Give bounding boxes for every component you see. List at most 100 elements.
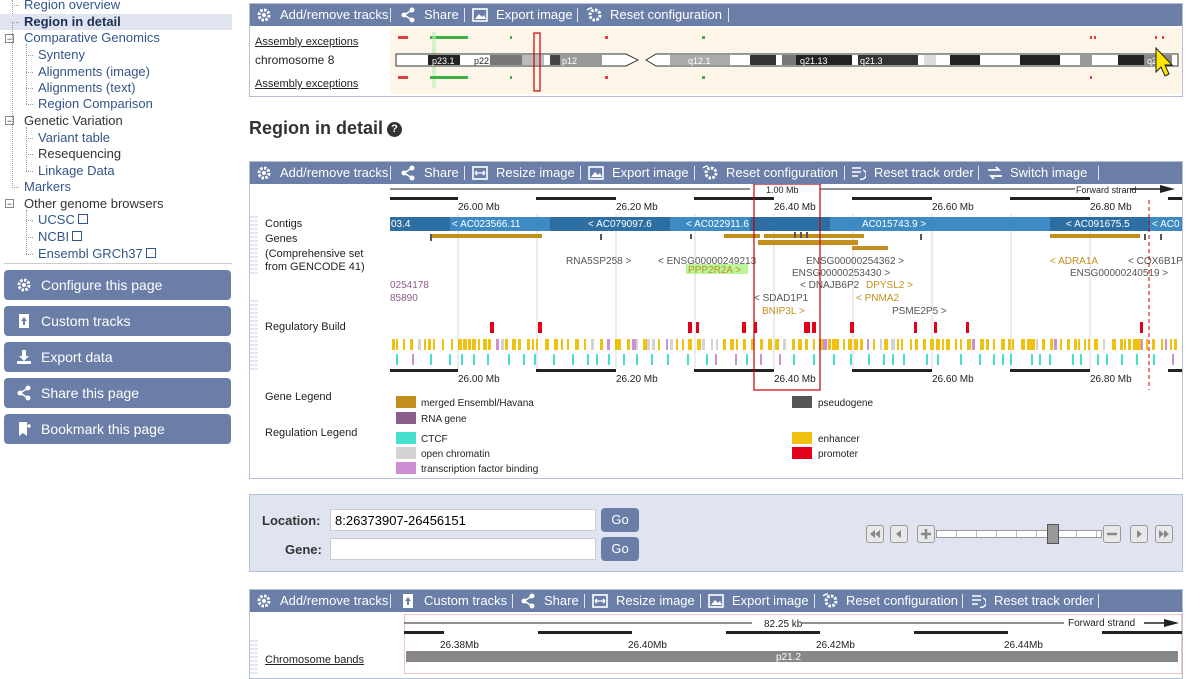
enhancer-feature[interactable] [512, 339, 516, 350]
gene-go-button[interactable]: Go [601, 537, 639, 561]
gene-model[interactable] [764, 234, 864, 238]
ctcf-feature[interactable] [883, 354, 885, 365]
enhancer-feature[interactable] [836, 339, 839, 350]
ctcf-feature[interactable] [473, 354, 475, 365]
resize-image-button[interactable]: Resize image [472, 162, 580, 184]
collapse-icon[interactable]: − [5, 199, 14, 209]
enhancer-features[interactable] [392, 339, 1177, 350]
enhancer-feature[interactable] [711, 339, 713, 350]
enhancer-feature[interactable] [682, 339, 684, 350]
enhancer-feature[interactable] [561, 339, 563, 350]
enhancer-feature[interactable] [986, 339, 989, 350]
enhancer-feature[interactable] [1141, 339, 1143, 350]
ctcf-feature[interactable] [760, 354, 762, 365]
gene-models[interactable] [430, 232, 1162, 274]
nav-alignments-image[interactable]: Alignments (image) [38, 64, 150, 80]
enhancer-feature[interactable] [518, 339, 521, 350]
enhancer-feature[interactable] [1170, 339, 1172, 350]
gene-label[interactable]: < COX6B1P4 [1128, 256, 1182, 267]
ctcf-feature[interactable] [449, 354, 451, 365]
reset-track-order-button[interactable]: Reset track order [850, 162, 980, 184]
enhancer-feature[interactable] [702, 339, 705, 350]
enhancer-feature[interactable] [901, 339, 903, 350]
ctcf-feature[interactable] [1072, 354, 1074, 365]
zoom-slider-track[interactable] [936, 530, 1102, 538]
gene-model[interactable] [1160, 234, 1162, 240]
gene-model[interactable] [432, 234, 542, 238]
ctcf-feature[interactable] [1136, 354, 1138, 365]
reset-configuration-button[interactable]: Reset configuration [586, 4, 726, 26]
ctcf-feature[interactable] [651, 354, 653, 365]
enhancer-feature[interactable] [418, 339, 421, 350]
enhancer-feature[interactable] [536, 339, 538, 350]
enhancer-feature[interactable] [567, 339, 569, 350]
ctcf-feature[interactable] [892, 354, 894, 365]
enhancer-feature[interactable] [967, 339, 971, 350]
share-button[interactable]: Share [400, 162, 460, 184]
enhancer-feature[interactable] [880, 339, 882, 350]
enhancer-feature[interactable] [1146, 339, 1148, 350]
ctcf-feature[interactable] [1097, 354, 1099, 365]
contig[interactable] [750, 217, 830, 231]
enhancer-feature[interactable] [716, 339, 718, 350]
location-go-button[interactable]: Go [601, 508, 639, 532]
ctcf-feature[interactable] [587, 354, 589, 365]
ctcf-feature[interactable] [1031, 354, 1033, 365]
ctcf-feature[interactable] [1010, 354, 1012, 365]
add-remove-tracks-button[interactable]: Add/remove tracks [256, 162, 388, 184]
enhancer-feature[interactable] [1021, 339, 1025, 350]
jump-back-button[interactable] [866, 525, 884, 543]
gene-model[interactable] [430, 234, 432, 241]
enhancer-feature[interactable] [410, 339, 413, 350]
ctcf-feature[interactable] [926, 354, 928, 365]
ctcf-feature[interactable] [461, 354, 463, 365]
gene-label[interactable]: < ENSG00000249213 [658, 256, 757, 267]
enhancer-feature[interactable] [428, 339, 431, 350]
ctcf-feature[interactable] [979, 354, 981, 365]
enhancer-feature[interactable] [1103, 339, 1105, 350]
nav-label[interactable]: Resequencing [38, 146, 122, 161]
nav-label[interactable]: Markers [24, 179, 71, 194]
enhancer-feature[interactable] [1161, 339, 1163, 350]
ctcf-feature[interactable] [746, 354, 748, 365]
enhancer-feature[interactable] [647, 339, 650, 350]
track-drag-handle[interactable] [250, 640, 258, 674]
enhancer-feature[interactable] [483, 339, 487, 350]
enhancer-feature[interactable] [897, 339, 899, 350]
enhancer-feature[interactable] [832, 339, 836, 350]
ctcf-feature[interactable] [993, 354, 995, 365]
zoom-slider-handle[interactable] [1046, 524, 1059, 544]
ctcf-feature[interactable] [779, 354, 781, 365]
enhancer-feature[interactable] [884, 339, 888, 350]
gene-label[interactable]: < DNAJB6P2 [800, 280, 860, 291]
track-label-chromosome-bands[interactable]: Chromosome bands [265, 654, 365, 666]
share-page-button[interactable]: Share this page [4, 378, 231, 408]
zoom-out-button[interactable] [1103, 525, 1121, 543]
ctcf-feature[interactable] [430, 354, 432, 365]
ctcf-feature[interactable] [508, 354, 510, 365]
gene-label[interactable]: < PNMA2 [856, 293, 900, 304]
nav-label[interactable]: Genetic Variation [24, 113, 123, 128]
selected-region-marker[interactable] [533, 32, 541, 92]
ctcf-feature[interactable] [715, 354, 717, 365]
gene-model[interactable] [794, 232, 796, 238]
contig[interactable] [1050, 217, 1150, 231]
enhancer-feature[interactable] [1120, 339, 1123, 350]
contig[interactable] [550, 217, 670, 231]
ctcf-feature[interactable] [1080, 354, 1082, 365]
chromosome-ideogram[interactable]: p23.1 p22 p12 q12.1 q21.13 q21.3 q24 [390, 28, 1182, 94]
enhancer-feature[interactable] [666, 339, 668, 350]
enhancer-feature[interactable] [873, 339, 875, 350]
custom-tracks-button[interactable]: Custom tracks [4, 306, 231, 336]
enhancer-feature[interactable] [1012, 339, 1014, 350]
ctcf-feature[interactable] [1106, 354, 1108, 365]
reset-configuration-button[interactable]: Reset configuration [702, 162, 842, 184]
gene-model[interactable] [852, 246, 888, 250]
enhancer-feature[interactable] [819, 339, 823, 350]
gene-label[interactable]: ENSG00000253430 > [792, 268, 890, 279]
reset-configuration-button[interactable]: Reset configuration [822, 590, 962, 612]
bookmark-page-button[interactable]: Bookmark this page [4, 414, 231, 444]
share-button[interactable]: Share [520, 590, 580, 612]
enhancer-feature[interactable] [658, 339, 660, 350]
enhancer-feature[interactable] [442, 339, 444, 350]
